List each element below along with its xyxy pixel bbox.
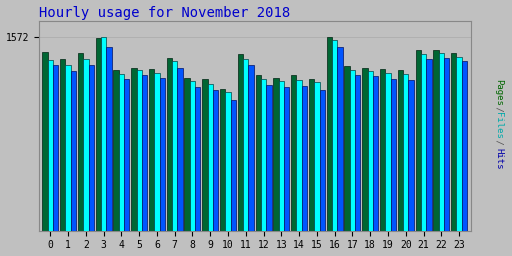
Bar: [350, 70, 355, 231]
Bar: [462, 61, 467, 231]
Bar: [101, 37, 106, 231]
Text: Hourly usage for November 2018: Hourly usage for November 2018: [39, 6, 290, 19]
Bar: [53, 65, 58, 231]
Bar: [243, 59, 248, 231]
Bar: [284, 88, 289, 231]
Bar: [345, 66, 350, 231]
Bar: [119, 74, 124, 231]
Bar: [137, 70, 142, 231]
Bar: [409, 80, 414, 231]
Bar: [426, 59, 432, 231]
Bar: [266, 85, 271, 231]
Bar: [391, 79, 396, 231]
Text: Pages: Pages: [494, 79, 503, 106]
Bar: [337, 47, 343, 231]
Bar: [96, 38, 101, 231]
Bar: [202, 79, 207, 231]
Bar: [439, 53, 444, 231]
Bar: [421, 54, 426, 231]
Text: Hits: Hits: [494, 148, 503, 170]
Bar: [124, 79, 130, 231]
Bar: [373, 76, 378, 231]
Bar: [190, 81, 195, 231]
Bar: [279, 81, 284, 231]
Bar: [302, 86, 307, 231]
Bar: [451, 53, 456, 231]
Bar: [131, 68, 137, 231]
Bar: [149, 69, 154, 231]
Bar: [255, 75, 261, 231]
Bar: [213, 90, 218, 231]
Bar: [398, 70, 403, 231]
Bar: [184, 78, 190, 231]
Bar: [291, 75, 296, 231]
Bar: [261, 79, 266, 231]
Bar: [273, 78, 279, 231]
Bar: [160, 78, 165, 231]
Bar: [60, 59, 66, 231]
Text: /: /: [494, 101, 503, 117]
Bar: [433, 50, 439, 231]
Bar: [238, 54, 243, 231]
Bar: [248, 65, 254, 231]
Text: /: /: [494, 134, 503, 151]
Bar: [167, 58, 172, 231]
Bar: [362, 68, 368, 231]
Bar: [355, 75, 360, 231]
Bar: [106, 47, 112, 231]
Bar: [368, 71, 373, 231]
Bar: [66, 65, 71, 231]
Bar: [42, 52, 48, 231]
Bar: [332, 40, 337, 231]
Bar: [78, 53, 83, 231]
Bar: [403, 74, 409, 231]
Bar: [225, 92, 231, 231]
Bar: [380, 69, 386, 231]
Bar: [416, 50, 421, 231]
Bar: [456, 57, 462, 231]
Bar: [386, 73, 391, 231]
Bar: [207, 84, 213, 231]
Bar: [154, 73, 160, 231]
Bar: [89, 65, 94, 231]
Text: Files: Files: [494, 112, 503, 139]
Bar: [114, 70, 119, 231]
Bar: [296, 80, 302, 231]
Bar: [48, 60, 53, 231]
Bar: [71, 71, 76, 231]
Bar: [195, 88, 201, 231]
Bar: [83, 59, 89, 231]
Bar: [177, 68, 183, 231]
Bar: [314, 82, 319, 231]
Bar: [220, 89, 225, 231]
Bar: [142, 75, 147, 231]
Bar: [172, 61, 177, 231]
Bar: [319, 90, 325, 231]
Bar: [231, 100, 236, 231]
Bar: [309, 79, 314, 231]
Bar: [444, 58, 449, 231]
Bar: [327, 37, 332, 231]
